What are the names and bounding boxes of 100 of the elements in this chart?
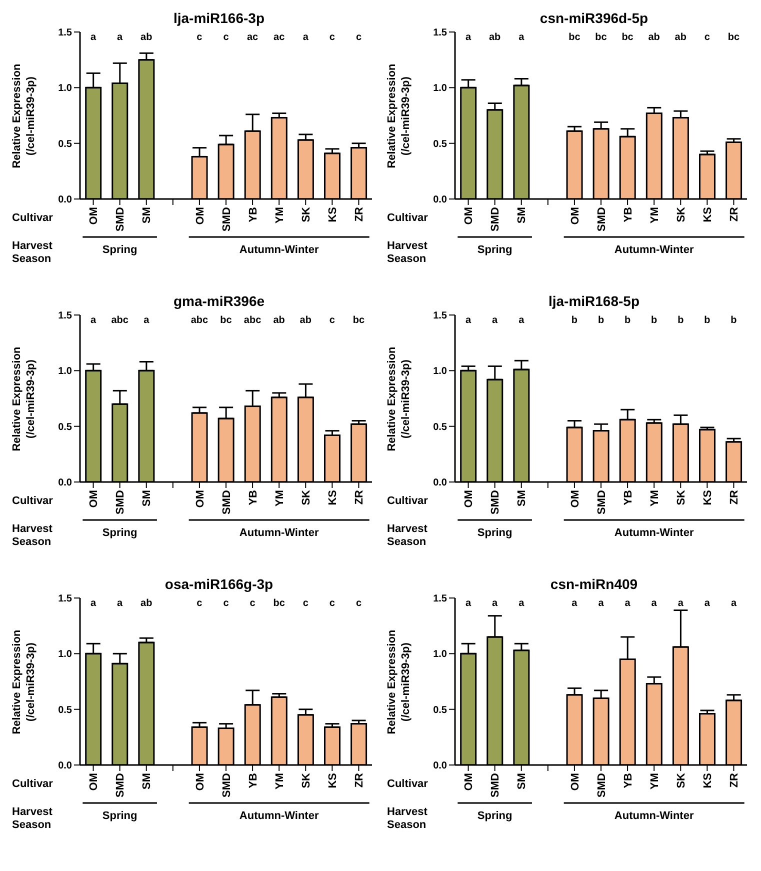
annotation: ab (648, 32, 660, 43)
y-tick-label: 0.0 (58, 194, 72, 206)
annotation: a (598, 598, 604, 609)
chart-title: lja-miR166-3p (172, 9, 266, 28)
x-tick-label: YM (648, 490, 661, 506)
text: Spring (102, 810, 138, 822)
x-tick-label: SK (675, 206, 688, 222)
x-tick-label: OM (569, 773, 582, 791)
annotation: b (624, 315, 631, 326)
annotation: a (90, 32, 96, 43)
x-tick-label: YB (247, 206, 260, 222)
annotation: ab (140, 598, 152, 609)
annotation: b (598, 315, 604, 326)
x-tick-label: ZR (354, 490, 366, 505)
x-tick-label: ZR (354, 772, 366, 788)
chart-title: osa-miR166g-3p (164, 575, 274, 594)
y-tick-label: 0.0 (433, 478, 448, 489)
x-tick-label: SM (141, 207, 154, 224)
x-tick-label: YM (648, 207, 661, 224)
x-tick-label: SM (516, 490, 528, 506)
annotation: abc (190, 315, 209, 326)
y-tick-label: 1.0 (58, 649, 72, 660)
x-tick-label: OM (194, 490, 206, 508)
x-tick-label: SM (516, 773, 528, 790)
annotation: a (572, 598, 578, 609)
annotation: c (223, 598, 230, 609)
x-tick-label: SK (300, 206, 312, 222)
chart-title: lja-miR168-5p (547, 292, 641, 311)
y-tick-label: 1.5 (58, 28, 72, 39)
annotation: a (730, 598, 737, 609)
x-tick-label: KS (702, 207, 714, 222)
annotation: c (704, 32, 710, 43)
x-tick-label: SM (516, 207, 528, 224)
y-tick-label: 0.0 (433, 760, 448, 772)
annotation: a (651, 598, 658, 609)
text: Autumn-Winter (614, 244, 694, 256)
text: Autumn-Winter (239, 810, 320, 822)
annotation: b (678, 315, 684, 326)
y-tick-label: 1.0 (58, 366, 72, 378)
x-tick-label: SMD (220, 206, 233, 232)
x-tick-label: KS (326, 490, 339, 506)
x-tick-label: SMD (490, 206, 502, 232)
y-tick-label: 1.0 (58, 83, 72, 94)
annotation: ab (488, 32, 501, 43)
annotation: a (144, 315, 150, 326)
chart-title: gma-miR396e (172, 292, 266, 311)
x-tick-label: SMD (220, 490, 233, 514)
annotation: a (90, 315, 96, 326)
x-tick-label: YM (648, 773, 661, 790)
x-tick-label: OM (463, 773, 476, 791)
annotation: ac (274, 32, 286, 43)
text: Harvest Season (387, 240, 428, 266)
text: Spring (102, 527, 138, 539)
x-tick-label: SMD (220, 772, 233, 798)
text: Harvest Season (12, 523, 54, 549)
annotation: a (518, 598, 525, 609)
y-tick-label: 0.5 (433, 138, 448, 150)
annotation: c (223, 32, 230, 43)
x-tick-label: OM (463, 490, 476, 508)
annotation: b (704, 315, 710, 326)
x-tick-label: KS (326, 207, 339, 222)
x-tick-label: SMD (114, 772, 127, 798)
y-tick-label: 1.5 (58, 594, 72, 605)
x-tick-label: OM (569, 207, 582, 225)
y-tick-label: 0.5 (58, 422, 72, 433)
text: Autumn-Winter (614, 527, 694, 539)
x-tick-label: SM (141, 490, 154, 506)
annotation: a (704, 598, 710, 609)
annotation: b (730, 315, 737, 326)
annotation: a (90, 598, 96, 609)
chart-title: csn-miRn409 (549, 575, 639, 594)
annotation: c (356, 598, 362, 609)
text: Autumn-Winter (239, 527, 320, 539)
annotation: a (518, 32, 525, 43)
y-axis-title: Relative Expression (/cel-miR39-3p) (10, 628, 38, 736)
x-tick-label: YM (274, 490, 286, 506)
x-tick-label: SMD (596, 772, 608, 798)
y-tick-label: 0.0 (58, 478, 72, 489)
x-tick-label: ZR (728, 206, 741, 222)
annotation: ab (674, 32, 686, 43)
x-tick-label: SMD (596, 206, 608, 232)
x-tick-label: OM (88, 773, 100, 791)
annotation: c (329, 32, 336, 43)
x-axis-title: Cultivar (12, 778, 54, 790)
x-tick-label: OM (88, 490, 100, 508)
annotation: c (250, 598, 256, 609)
annotation: b (651, 315, 658, 326)
y-tick-label: 1.0 (433, 83, 448, 94)
x-tick-label: SMD (490, 490, 502, 514)
annotation: a (465, 32, 472, 43)
text: Autumn-Winter (614, 810, 694, 822)
y-axis-title: Relative Expression (/cel-miR39-3p) (10, 62, 38, 170)
annotation: a (465, 598, 472, 609)
y-axis-title: Relative Expression (/cel-miR39-3p) (385, 345, 413, 453)
annotation: a (117, 598, 124, 609)
x-tick-label: YB (622, 206, 634, 222)
text: Harvest Season (12, 806, 54, 832)
y-tick-label: 1.5 (433, 594, 448, 605)
annotation: ac (246, 32, 259, 43)
x-tick-label: SK (675, 772, 688, 788)
